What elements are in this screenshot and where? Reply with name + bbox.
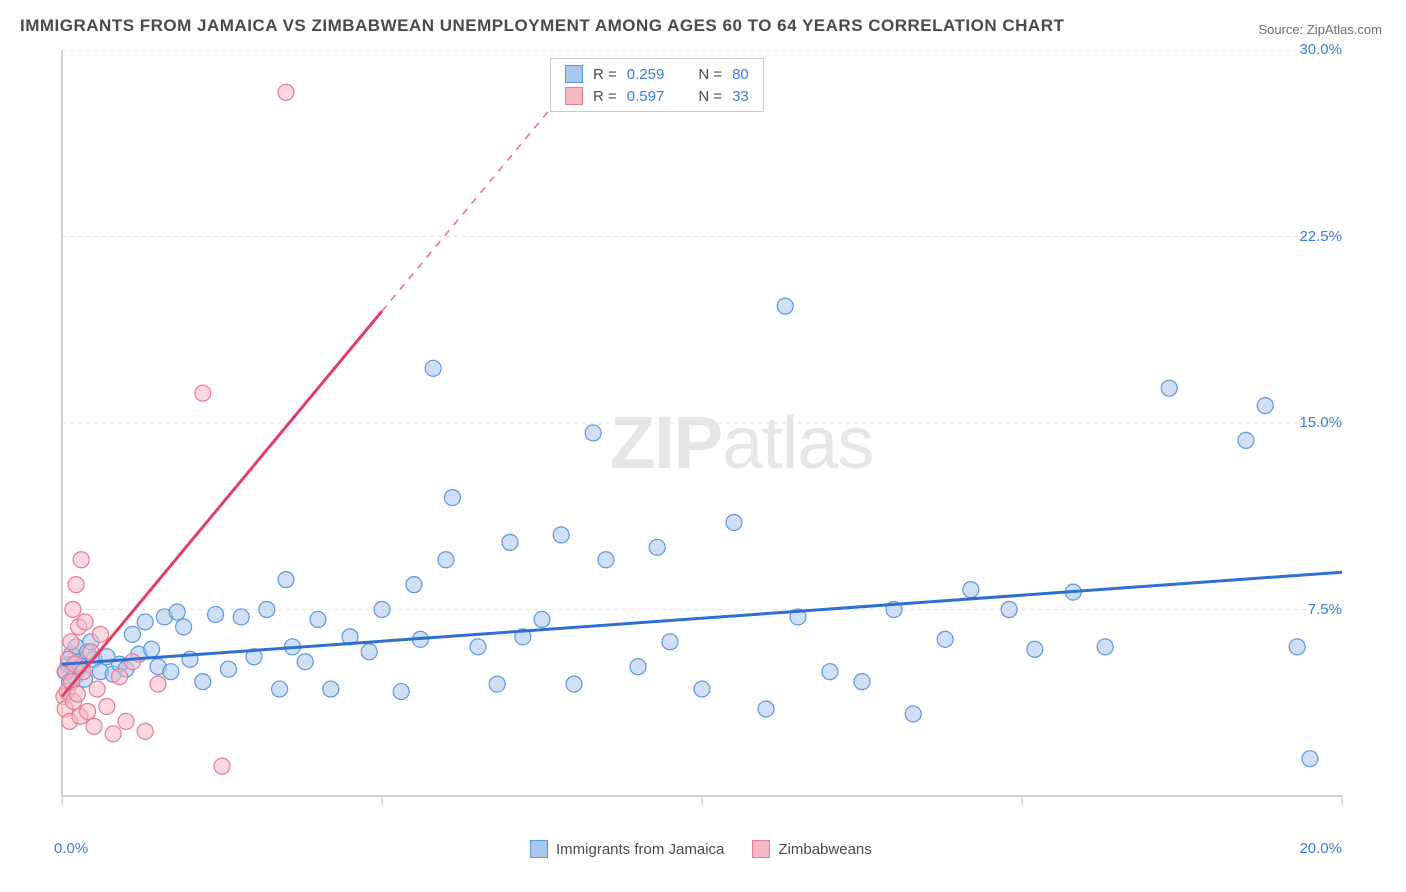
legend-r-value: 0.259: [627, 66, 665, 83]
legend-item: Immigrants from Jamaica: [530, 840, 724, 858]
source-prefix: Source:: [1258, 22, 1306, 37]
source-attribution: Source: ZipAtlas.com: [1258, 22, 1382, 37]
series-legend: Immigrants from Jamaica Zimbabweans: [530, 840, 872, 858]
legend-row: R = 0.259 N = 80: [551, 63, 763, 85]
legend-series-label: Immigrants from Jamaica: [556, 841, 724, 858]
chart-area: Unemployment Among Ages 60 to 64 years Z…: [50, 50, 1350, 820]
legend-n-value: 33: [732, 88, 749, 105]
correlation-legend: R = 0.259 N = 80 R = 0.597 N = 33: [550, 58, 764, 112]
legend-series-label: Zimbabweans: [778, 841, 871, 858]
scatter-plot: [50, 50, 1350, 820]
legend-r-value: 0.597: [627, 88, 665, 105]
legend-swatch: [565, 65, 583, 83]
legend-swatch: [565, 87, 583, 105]
legend-n-value: 80: [732, 66, 749, 83]
legend-item: Zimbabweans: [752, 840, 871, 858]
legend-swatch: [530, 840, 548, 858]
y-tick-label: 15.0%: [1299, 414, 1342, 431]
chart-title: IMMIGRANTS FROM JAMAICA VS ZIMBABWEAN UN…: [20, 16, 1064, 36]
legend-swatch: [752, 840, 770, 858]
source-name: ZipAtlas.com: [1307, 22, 1382, 37]
y-tick-label: 22.5%: [1299, 228, 1342, 245]
legend-row: R = 0.597 N = 33: [551, 85, 763, 107]
legend-r-label: R =: [593, 66, 617, 83]
legend-n-label: N =: [698, 66, 722, 83]
y-tick-label: 7.5%: [1308, 601, 1342, 618]
y-tick-label: 30.0%: [1299, 41, 1342, 58]
x-tick-max: 20.0%: [1299, 840, 1342, 857]
legend-n-label: N =: [698, 88, 722, 105]
legend-r-label: R =: [593, 88, 617, 105]
x-tick-min: 0.0%: [54, 840, 88, 857]
